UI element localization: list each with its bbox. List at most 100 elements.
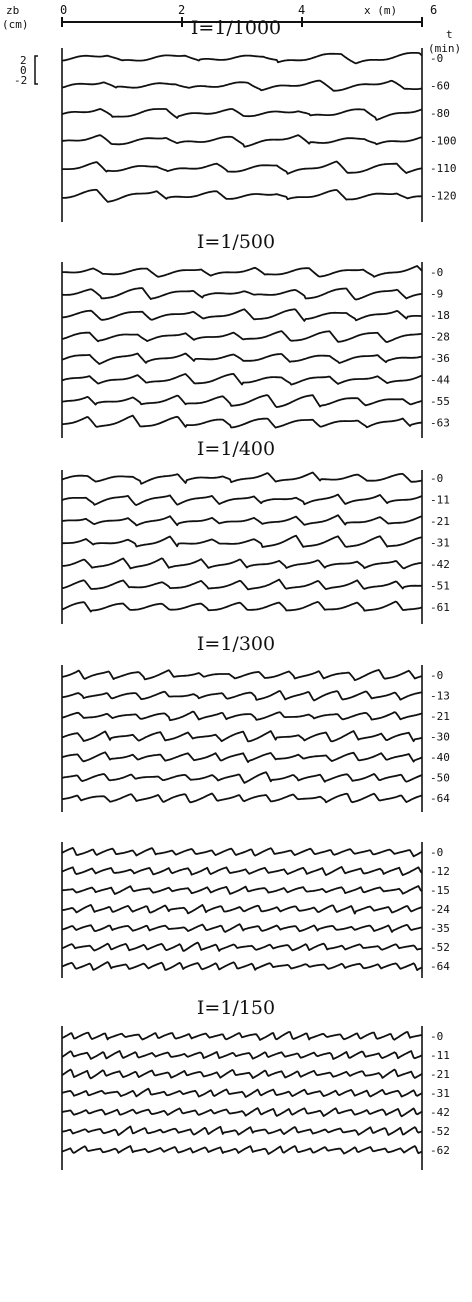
time-label: -9 bbox=[430, 288, 443, 301]
bed-profile-line bbox=[61, 79, 423, 92]
bed-profile-line bbox=[61, 514, 423, 527]
x-tick-label-0: 0 bbox=[60, 3, 67, 17]
time-label: -12 bbox=[430, 865, 450, 878]
panel-6: I=1/150 -0 -11 -21 -31 -42 -52 -62 bbox=[61, 997, 450, 1170]
time-label: -51 bbox=[430, 580, 450, 593]
bed-profile-line bbox=[61, 394, 423, 408]
y-tick-label-neg2: -2 bbox=[14, 74, 27, 87]
bed-profile-line bbox=[61, 904, 423, 915]
time-label: -42 bbox=[430, 1106, 450, 1119]
panel-title: I=1/150 bbox=[197, 997, 275, 1019]
bed-profile-line bbox=[61, 108, 423, 121]
bed-profile-line bbox=[61, 866, 423, 876]
panels: I=1/1000 -0 -60 -80 -100 -110 -120 I=1/500 -0 -9 -… bbox=[61, 17, 457, 1170]
time-label: -110 bbox=[430, 162, 457, 175]
bed-profile-line bbox=[61, 1145, 423, 1155]
time-label: -64 bbox=[430, 960, 450, 973]
time-label: -11 bbox=[430, 1049, 450, 1062]
x-axis-label: x (m) bbox=[364, 4, 397, 17]
time-label: -42 bbox=[430, 558, 450, 571]
bed-profile-line bbox=[62, 534, 423, 548]
panel-1: I=1/1000 -0 -60 -80 -100 -110 -120 bbox=[61, 17, 457, 222]
bed-profile-line bbox=[61, 771, 423, 784]
time-label: -64 bbox=[430, 792, 450, 805]
panel-3: I=1/400 -0 -11 -21 -31 -42 -51 -61 bbox=[61, 438, 450, 624]
bed-profile-line bbox=[61, 308, 423, 322]
time-label: -63 bbox=[430, 417, 450, 430]
time-label: -52 bbox=[430, 1125, 450, 1138]
bed-profile-line bbox=[61, 923, 423, 933]
time-label: -15 bbox=[430, 884, 450, 897]
time-label: -21 bbox=[430, 710, 450, 723]
time-label: -0 bbox=[430, 52, 443, 65]
bed-profile-line bbox=[61, 352, 423, 365]
bed-profile-line bbox=[62, 188, 423, 203]
x-tick-label-2: 2 bbox=[178, 3, 185, 17]
bed-profile-line bbox=[61, 961, 423, 971]
bed-profile-line bbox=[61, 471, 423, 485]
y-axis-unit: (cm) bbox=[2, 18, 29, 31]
time-label: -35 bbox=[430, 922, 450, 935]
bed-profile-line bbox=[62, 160, 423, 175]
bed-profile-line bbox=[61, 557, 423, 570]
bed-profile-line bbox=[61, 669, 423, 682]
panel-4: I=1/300 -0 -13 -21 -30 -40 -50 -64 bbox=[61, 633, 450, 812]
bed-profile-line bbox=[61, 751, 423, 763]
bed-profile-line bbox=[61, 414, 423, 429]
time-label: -80 bbox=[430, 107, 450, 120]
bed-profile-line bbox=[61, 847, 423, 858]
bed-profile-line bbox=[61, 1031, 423, 1041]
time-label: -50 bbox=[430, 772, 450, 785]
time-label: -21 bbox=[430, 515, 450, 528]
bed-profile-line bbox=[61, 710, 423, 722]
bed-profile-line bbox=[61, 1068, 423, 1080]
y-scale-bracket bbox=[34, 55, 38, 85]
panel-title: I=1/400 bbox=[197, 438, 275, 460]
bed-profile-line bbox=[61, 690, 423, 702]
time-label: -24 bbox=[430, 903, 450, 916]
x-axis: 0 2 4 x (m) 6 bbox=[60, 3, 437, 27]
panel-2: I=1/500 -0 -9 -18 -28 -36 -44 -55 -63 bbox=[61, 231, 450, 438]
bed-profile-line bbox=[62, 287, 423, 301]
x-tick-label-6: 6 bbox=[430, 3, 437, 17]
time-label: -40 bbox=[430, 751, 450, 764]
time-label: -0 bbox=[430, 1030, 443, 1043]
time-label: -100 bbox=[430, 135, 457, 148]
time-label: -31 bbox=[430, 537, 450, 550]
y-tick-label-2: 2 bbox=[20, 54, 27, 67]
time-label: -0 bbox=[430, 669, 443, 682]
time-label: -60 bbox=[430, 80, 450, 93]
y-axis-label: zb bbox=[6, 4, 19, 17]
bed-profile-line bbox=[61, 493, 423, 506]
bed-profile-line bbox=[61, 578, 422, 591]
bed-profile-line bbox=[61, 330, 423, 343]
time-label: -18 bbox=[430, 309, 450, 322]
time-label: -61 bbox=[430, 601, 450, 614]
panel-title: I=1/300 bbox=[197, 633, 275, 655]
time-label: -21 bbox=[430, 1068, 450, 1081]
time-label: -0 bbox=[430, 266, 443, 279]
bed-profile-line bbox=[61, 373, 423, 386]
time-label: -55 bbox=[430, 395, 450, 408]
time-label: -13 bbox=[430, 690, 450, 703]
panel-title: I=1/500 bbox=[197, 231, 275, 253]
bed-profile-line bbox=[61, 730, 423, 743]
bed-profile-line bbox=[61, 885, 423, 895]
bed-profile-line bbox=[61, 1107, 423, 1118]
y-tick-label-0: 0 bbox=[20, 64, 27, 77]
time-label: -44 bbox=[430, 374, 450, 387]
time-label: -31 bbox=[430, 1087, 450, 1100]
time-label: -0 bbox=[430, 472, 443, 485]
time-label: -52 bbox=[430, 941, 450, 954]
time-label: -120 bbox=[430, 190, 457, 203]
bed-profile-line bbox=[61, 1125, 423, 1137]
x-tick-label-4: 4 bbox=[298, 3, 305, 17]
bed-profile-line bbox=[61, 1050, 423, 1060]
y-axis-labels: zb (cm) 2 0 -2 bbox=[2, 4, 38, 87]
bed-profile-line bbox=[61, 265, 423, 278]
t-label: t bbox=[446, 28, 453, 41]
bed-profile-line bbox=[61, 600, 423, 613]
time-label: -0 bbox=[430, 846, 443, 859]
time-label: -11 bbox=[430, 494, 450, 507]
